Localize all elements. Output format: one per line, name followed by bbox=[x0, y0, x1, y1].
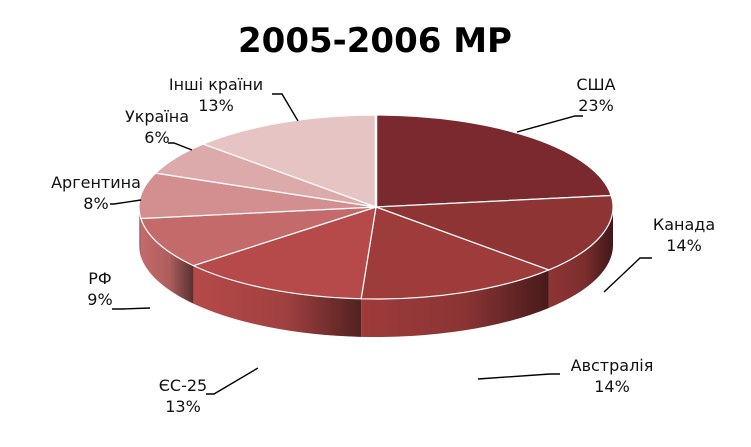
pie-slice-США bbox=[375, 114, 612, 208]
pie-side-shade bbox=[139, 207, 141, 257]
slice-value-Австралія: 14% bbox=[594, 377, 630, 396]
slice-label-ЄС-25: ЄС-25 bbox=[159, 376, 207, 395]
leader-line-РФ bbox=[112, 307, 151, 310]
pie-slice-Австралія bbox=[360, 206, 550, 300]
slice-label-Аргентина: Аргентина bbox=[51, 173, 141, 192]
slice-value-РФ: 9% bbox=[87, 290, 112, 309]
pie-slices bbox=[138, 114, 614, 300]
leader-lines bbox=[110, 93, 652, 395]
pie-slice-РФ bbox=[140, 206, 377, 267]
leader-line-Україна bbox=[168, 142, 193, 151]
leader-line-ЄС-25 bbox=[206, 367, 259, 395]
slice-label-Австралія: Австралія bbox=[571, 356, 654, 375]
slice-label-РФ: РФ bbox=[88, 269, 111, 288]
slice-value-США: 23% bbox=[578, 96, 614, 115]
pie-slice-Аргентина bbox=[138, 172, 377, 220]
slice-label-США: США bbox=[576, 75, 615, 94]
slice-value-Україна: 6% bbox=[144, 128, 169, 147]
pie-sides bbox=[139, 207, 613, 337]
leader-line-Австралія bbox=[477, 373, 560, 380]
slice-label-Канада: Канада bbox=[653, 215, 715, 234]
slice-labels: США 23% Канада 14% Австралія 14% ЄС-25 13% РФ 9% А… bbox=[51, 75, 715, 416]
slice-value-Канада: 14% bbox=[666, 236, 702, 255]
slice-label-Інші країни: Інші країни bbox=[169, 75, 263, 94]
leader-line-Аргентина bbox=[110, 199, 142, 205]
pie-side-shade bbox=[193, 265, 362, 337]
chart-title: 2005-2006 МР bbox=[238, 21, 512, 61]
slice-label-Україна: Україна bbox=[125, 107, 189, 126]
pie-slice-Інші країни bbox=[202, 114, 377, 208]
slice-value-Аргентина: 8% bbox=[83, 194, 108, 213]
pie-side-shade bbox=[548, 207, 613, 308]
pie-slice-ЄС-25 bbox=[192, 206, 377, 300]
slice-value-ЄС-25: 13% bbox=[165, 397, 201, 416]
leader-line-Інші країни bbox=[272, 93, 299, 122]
pie-slice-Канада bbox=[375, 194, 614, 271]
leader-line-Канада bbox=[603, 257, 652, 293]
leader-line-США bbox=[516, 115, 583, 133]
pie-side-shade bbox=[361, 269, 549, 337]
slice-value-Інші країни: 13% bbox=[198, 96, 234, 115]
